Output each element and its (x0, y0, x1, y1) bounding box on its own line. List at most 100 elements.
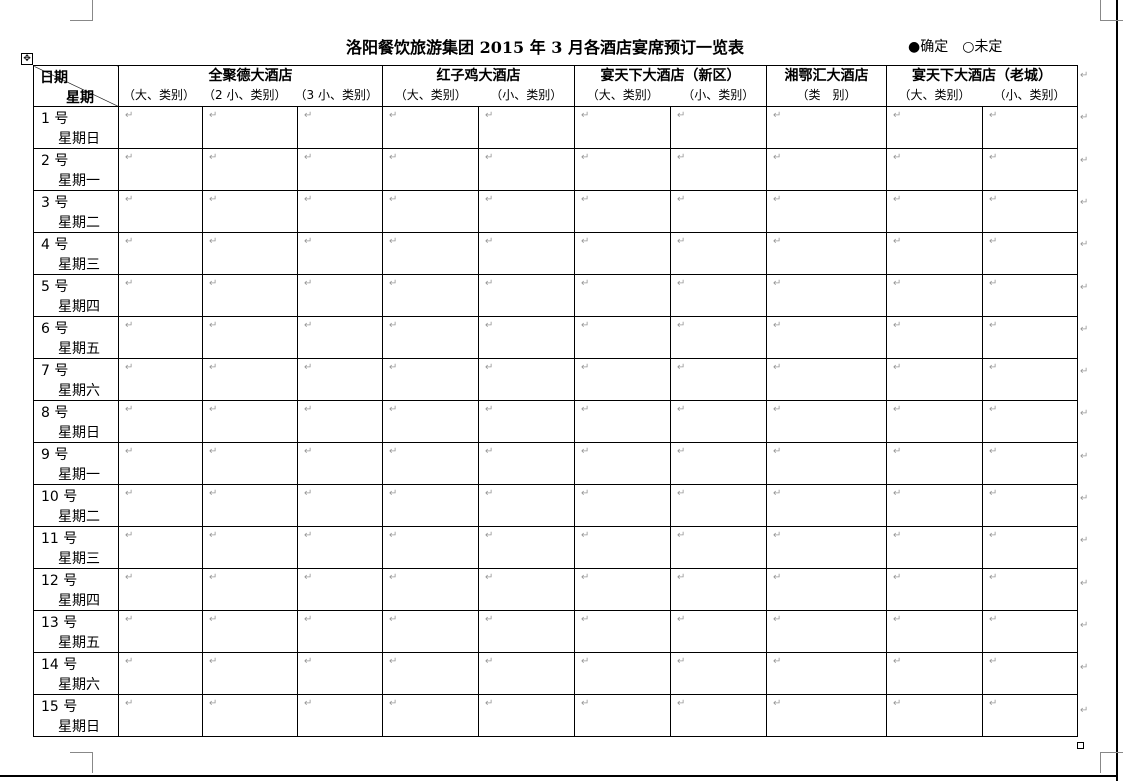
booking-cell[interactable]: ↵ (382, 568, 479, 611)
booking-cell[interactable]: ↵ (297, 190, 383, 233)
booking-cell[interactable]: ↵ (982, 400, 1078, 443)
booking-cell[interactable]: ↵ (297, 400, 383, 443)
booking-cell[interactable]: ↵ (574, 442, 671, 485)
booking-cell[interactable]: ↵ (670, 484, 767, 527)
booking-cell[interactable]: ↵ (202, 484, 298, 527)
booking-cell[interactable]: ↵ (382, 148, 479, 191)
booking-cell[interactable]: ↵ (382, 316, 479, 359)
booking-cell[interactable]: ↵ (886, 652, 983, 695)
booking-cell[interactable]: ↵ (382, 694, 479, 737)
booking-cell[interactable]: ↵ (574, 106, 671, 149)
booking-cell[interactable]: ↵ (574, 694, 671, 737)
booking-cell[interactable]: ↵ (478, 442, 575, 485)
booking-cell[interactable]: ↵ (382, 190, 479, 233)
booking-cell[interactable]: ↵ (382, 106, 479, 149)
booking-cell[interactable]: ↵ (297, 526, 383, 569)
booking-cell[interactable]: ↵ (982, 190, 1078, 233)
booking-cell[interactable]: ↵ (202, 190, 298, 233)
booking-cell[interactable]: ↵ (670, 274, 767, 317)
booking-cell[interactable]: ↵ (118, 316, 203, 359)
booking-cell[interactable]: ↵ (118, 610, 203, 653)
booking-cell[interactable]: ↵ (886, 568, 983, 611)
booking-cell[interactable]: ↵ (297, 694, 383, 737)
booking-cell[interactable]: ↵ (766, 610, 887, 653)
booking-cell[interactable]: ↵ (982, 358, 1078, 401)
booking-cell[interactable]: ↵ (297, 232, 383, 275)
booking-cell[interactable]: ↵ (886, 148, 983, 191)
booking-cell[interactable]: ↵ (118, 106, 203, 149)
booking-cell[interactable]: ↵ (982, 694, 1078, 737)
booking-cell[interactable]: ↵ (297, 274, 383, 317)
booking-cell[interactable]: ↵ (766, 316, 887, 359)
booking-cell[interactable]: ↵ (982, 568, 1078, 611)
booking-cell[interactable]: ↵ (574, 610, 671, 653)
booking-cell[interactable]: ↵ (982, 442, 1078, 485)
booking-cell[interactable]: ↵ (574, 316, 671, 359)
booking-cell[interactable]: ↵ (118, 526, 203, 569)
booking-cell[interactable]: ↵ (297, 610, 383, 653)
booking-cell[interactable]: ↵ (297, 442, 383, 485)
booking-cell[interactable]: ↵ (202, 316, 298, 359)
booking-cell[interactable]: ↵ (574, 568, 671, 611)
booking-cell[interactable]: ↵ (886, 484, 983, 527)
table-move-handle-icon[interactable]: ✥ (21, 53, 33, 65)
booking-cell[interactable]: ↵ (982, 316, 1078, 359)
booking-cell[interactable]: ↵ (478, 526, 575, 569)
booking-cell[interactable]: ↵ (478, 316, 575, 359)
booking-cell[interactable]: ↵ (118, 694, 203, 737)
booking-cell[interactable]: ↵ (478, 694, 575, 737)
booking-cell[interactable]: ↵ (670, 232, 767, 275)
booking-cell[interactable]: ↵ (478, 148, 575, 191)
booking-cell[interactable]: ↵ (766, 274, 887, 317)
booking-cell[interactable]: ↵ (886, 358, 983, 401)
booking-cell[interactable]: ↵ (670, 148, 767, 191)
booking-cell[interactable]: ↵ (766, 190, 887, 233)
booking-cell[interactable]: ↵ (297, 358, 383, 401)
table-resize-handle[interactable] (1077, 742, 1084, 749)
booking-cell[interactable]: ↵ (886, 316, 983, 359)
booking-cell[interactable]: ↵ (766, 526, 887, 569)
booking-cell[interactable]: ↵ (202, 358, 298, 401)
booking-cell[interactable]: ↵ (886, 442, 983, 485)
booking-cell[interactable]: ↵ (574, 148, 671, 191)
booking-cell[interactable]: ↵ (297, 316, 383, 359)
booking-cell[interactable]: ↵ (982, 274, 1078, 317)
booking-cell[interactable]: ↵ (382, 484, 479, 527)
booking-cell[interactable]: ↵ (766, 694, 887, 737)
booking-cell[interactable]: ↵ (766, 232, 887, 275)
booking-cell[interactable]: ↵ (202, 610, 298, 653)
booking-cell[interactable]: ↵ (202, 400, 298, 443)
booking-cell[interactable]: ↵ (297, 484, 383, 527)
booking-cell[interactable]: ↵ (574, 400, 671, 443)
booking-cell[interactable]: ↵ (670, 442, 767, 485)
booking-cell[interactable]: ↵ (382, 610, 479, 653)
booking-cell[interactable]: ↵ (478, 610, 575, 653)
booking-cell[interactable]: ↵ (297, 652, 383, 695)
booking-cell[interactable]: ↵ (766, 358, 887, 401)
booking-cell[interactable]: ↵ (574, 232, 671, 275)
booking-cell[interactable]: ↵ (982, 484, 1078, 527)
booking-cell[interactable]: ↵ (478, 484, 575, 527)
booking-cell[interactable]: ↵ (670, 526, 767, 569)
booking-cell[interactable]: ↵ (478, 232, 575, 275)
booking-cell[interactable]: ↵ (982, 148, 1078, 191)
booking-cell[interactable]: ↵ (766, 484, 887, 527)
booking-cell[interactable]: ↵ (886, 274, 983, 317)
booking-cell[interactable]: ↵ (670, 610, 767, 653)
booking-cell[interactable]: ↵ (297, 568, 383, 611)
booking-cell[interactable]: ↵ (670, 568, 767, 611)
booking-cell[interactable]: ↵ (766, 652, 887, 695)
booking-cell[interactable]: ↵ (886, 526, 983, 569)
booking-cell[interactable]: ↵ (478, 274, 575, 317)
booking-cell[interactable]: ↵ (886, 694, 983, 737)
booking-cell[interactable]: ↵ (574, 484, 671, 527)
booking-cell[interactable]: ↵ (886, 190, 983, 233)
booking-cell[interactable]: ↵ (297, 148, 383, 191)
booking-cell[interactable]: ↵ (982, 526, 1078, 569)
booking-cell[interactable]: ↵ (118, 442, 203, 485)
booking-cell[interactable]: ↵ (202, 694, 298, 737)
booking-cell[interactable]: ↵ (982, 106, 1078, 149)
booking-cell[interactable]: ↵ (886, 400, 983, 443)
booking-cell[interactable]: ↵ (478, 568, 575, 611)
booking-cell[interactable]: ↵ (670, 316, 767, 359)
